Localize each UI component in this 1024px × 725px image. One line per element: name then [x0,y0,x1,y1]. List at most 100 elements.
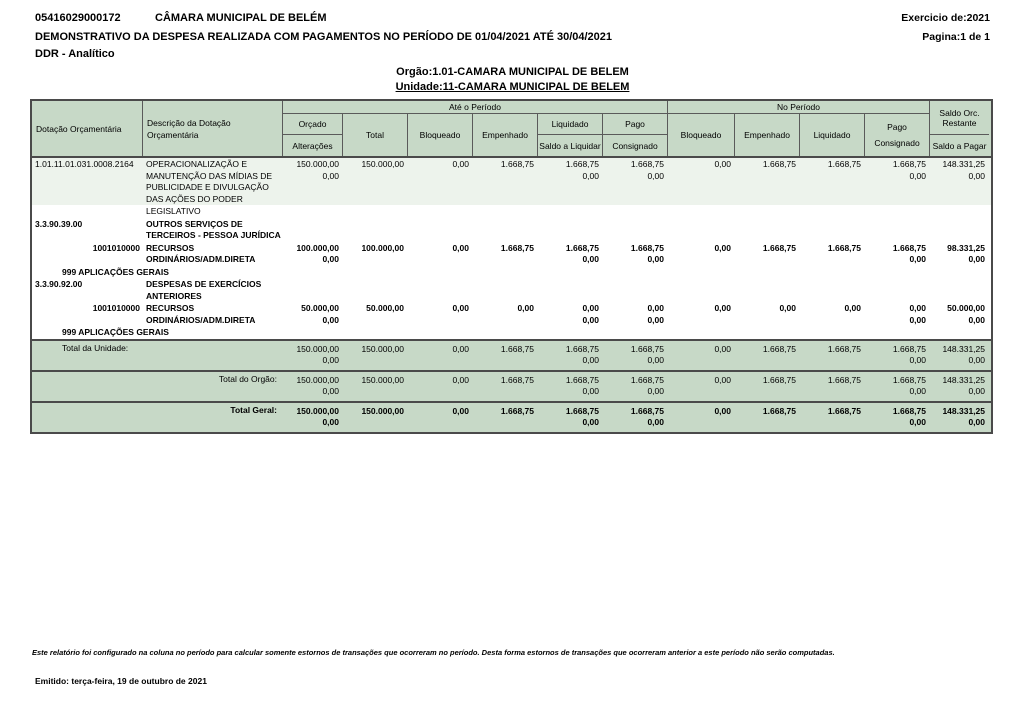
cell-empenhado [473,278,538,302]
col-np-pago-line1: Pago [887,122,907,132]
cell-orcado: 50.000,00 0,00 [301,303,339,325]
total-row: Total do Orgão: 150.000,00 0,00 150.000,00 0… [32,369,991,401]
cell-empenhado: 1.668,75 [500,159,534,169]
cell-saldo: 148.331,25 0,00 [942,343,985,366]
cell-liquidado: 1.668,75 0,00 [565,242,599,265]
cell-np_liquidado [800,218,865,242]
cell-np_pago: 1.668,75 0,00 [892,343,926,366]
dotacao-code: 1001010000 [92,242,140,253]
table-row: 3.3.90.39.00 OUTROS SERVIÇOS DE TERCEIROS … [32,218,991,242]
dotacao-code: 1001010000 [92,303,140,313]
cell-np_empenhado: 1.668,75 [762,159,796,169]
cell-bloqueado [408,205,473,218]
cell-np_liquidado: 0,00 [844,303,861,313]
cell-np_pago: 1.668,75 0,00 [892,374,926,397]
col-np-liquidado: Liquidado [800,114,865,156]
cell-bloqueado: 0,00 [452,303,469,313]
col-np-bloqueado: Bloqueado [668,114,735,156]
dotacao-descricao: OUTROS SERVIÇOS DE TERCEIROS - PESSOA JUR… [146,218,281,241]
cell-orcado [283,205,343,218]
cell-np_empenhado: 1.668,75 [762,405,796,416]
dotacao-descricao: RECURSOS ORDINÁRIOS/ADM.DIRETA [146,303,256,325]
col-np-empenhado: Empenhado [735,114,800,156]
cell-orcado: 150.000,00 0,00 [296,159,339,181]
cell-np_bloqueado [668,218,735,242]
cell-empenhado: 0,00 [517,303,534,313]
cell-orcado: 100.000,00 0,00 [296,242,339,265]
cell-bloqueado: 0,00 [452,405,469,416]
cell-np_liquidado: 1.668,75 [827,374,861,385]
header-row-2: DEMONSTRATIVO DA DESPESA REALIZADA COM P… [35,31,990,43]
cell-np_bloqueado: 0,00 [714,405,731,416]
table-totals: Total da Unidade: 150.000,00 0,00 150.000,0… [32,338,991,432]
col-saldo-a-liquidar: Saldo a Liquidar [538,135,603,156]
cell-pago: 1.668,75 0,00 [630,242,664,265]
cell-orcado: 150.000,00 0,00 [296,405,339,428]
cell-saldo: 148.331,25 0,00 [942,159,985,181]
col-saldo-line2: Restante [942,117,977,128]
cell-np_empenhado [735,205,800,218]
col-consignado: Consignado [603,135,668,156]
col-saldo-a-pagar: Saldo a Pagar [932,140,987,151]
cell-empenhado: 1.668,75 [500,374,534,385]
dotacao-descricao: RECURSOS ORDINÁRIOS/ADM.DIRETA [146,242,256,265]
cell-np_liquidado: 1.668,75 [827,343,861,354]
cell-pago [603,218,668,242]
cell-np_empenhado [735,278,800,302]
cell-bloqueado: 0,00 [452,242,469,253]
cell-empenhado: 1.668,75 [500,343,534,354]
exercise-label: Exercicio de:2021 [901,12,990,24]
unidade-line: Unidade:11-CAMARA MUNICIPAL DE BELEM [395,81,630,93]
cell-liquidado [538,218,603,242]
cell-total: 150.000,00 [361,374,404,385]
cell-liquidado [538,278,603,302]
col-empenhado: Empenhado [473,114,538,156]
col-alteracoes: Alterações [283,135,343,156]
expense-table: Dotação Orçamentária Descrição da Dotaçã… [30,99,993,434]
col-np-pago: Pago Consignado [865,114,930,156]
cell-saldo: 148.331,25 0,00 [942,405,985,428]
cell-total: 150.000,00 [361,159,404,169]
cell-orcado: 150.000,00 0,00 [296,374,339,397]
cell-np_liquidado: 1.668,75 [827,242,861,253]
cell-np_bloqueado [668,205,735,218]
cell-liquidado [538,205,603,218]
org-unit-block: Orgão:1.01-CAMARA MUNICIPAL DE BELEM Uni… [35,65,990,95]
table-row: 999 APLICAÇÕES GERAIS [32,266,991,279]
cell-saldo: 148.331,25 0,00 [942,374,985,397]
col-orcado: Orçado [283,114,343,135]
report-header: 05416029000172 CÂMARA MUNICIPAL DE BELÉM… [35,12,990,93]
col-bloqueado: Bloqueado [408,114,473,156]
cell-empenhado: 1.668,75 [500,405,534,416]
table-row: LEGISLATIVO [32,205,991,218]
cell-np_empenhado: 0,00 [779,303,796,313]
cell-np_empenhado: 1.668,75 [762,343,796,354]
cell-np_liquidado [800,278,865,302]
col-descricao-line1: Descrição da Dotação [147,117,231,128]
col-dotacao: Dotação Orçamentária [32,101,143,156]
cell-pago: 1.668,75 0,00 [630,343,664,366]
cell-total [343,205,408,218]
col-saldo-restante: Saldo Orc. Restante [930,101,989,135]
cell-pago: 0,00 0,00 [647,303,664,325]
cell-total: 50.000,00 [366,303,404,313]
col-saldo-line1: Saldo Orc. [939,107,980,118]
cell-total: 100.000,00 [361,242,404,253]
dotacao-code: 3.3.90.39.00 [35,218,83,229]
aplicacao-label: 999 APLICAÇÕES GERAIS [62,327,169,337]
cell-saldo [930,205,989,218]
cell-np_liquidado [800,205,865,218]
cell-saldo [930,278,989,302]
entity-name: CÂMARA MUNICIPAL DE BELÉM [155,12,327,24]
cell-pago [603,278,668,302]
cell-saldo: 98.331,25 0,00 [947,242,985,265]
dotacao-descricao: LEGISLATIVO [146,206,201,216]
emitted-date: Emitido: terça-feira, 19 de outubro de 2… [35,676,207,686]
entity-code: 05416029000172 [35,12,121,24]
cell-total [343,218,408,242]
cell-total: 150.000,00 [361,343,404,354]
total-label: Total do Orgão: [218,373,277,384]
orgao-line: Orgão:1.01-CAMARA MUNICIPAL DE BELEM [396,66,629,78]
dotacao-code: 1.01.11.01.031.0008.2164 [35,159,134,169]
cell-np_bloqueado: 0,00 [714,159,731,169]
